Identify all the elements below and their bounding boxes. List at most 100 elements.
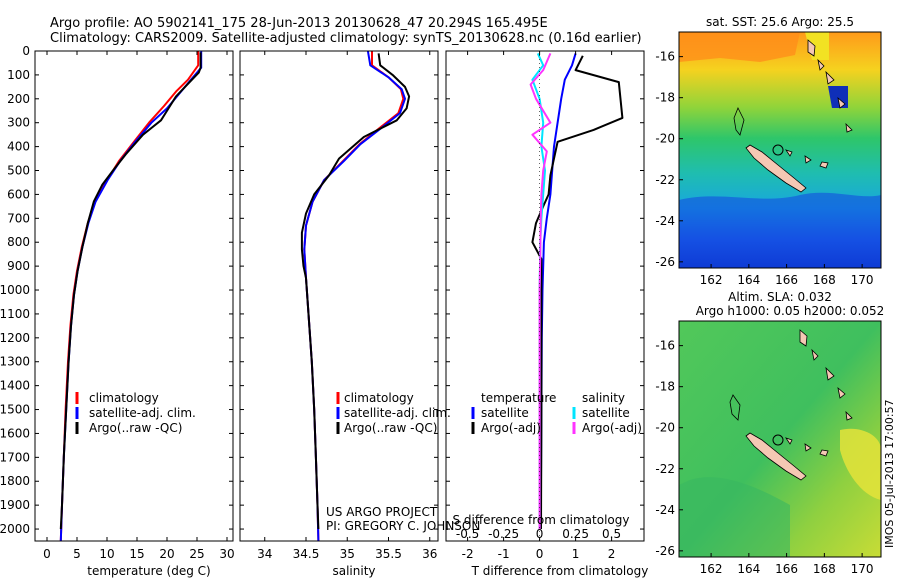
map-y-tick-label: -26 xyxy=(655,255,675,269)
x-tick-label: 15 xyxy=(129,547,144,561)
x-tick-label: -2 xyxy=(462,547,474,561)
map-y-tick-label: -26 xyxy=(655,544,675,558)
plot-frame xyxy=(34,50,234,542)
x2-tick-label: -0.5 xyxy=(456,527,479,541)
new-caledonia-island xyxy=(745,144,807,193)
difference-legend: temperature salinity satellite Argo(-adj… xyxy=(471,391,642,435)
map-y-tick-label: -24 xyxy=(655,214,675,228)
x2-tick-label: -0.25 xyxy=(488,527,519,541)
map-x-tick-label: 166 xyxy=(775,562,798,576)
x-tick-label: 34 xyxy=(257,547,272,561)
series-climatology xyxy=(59,51,200,542)
y-tick-label: 1100 xyxy=(0,307,30,321)
x-tick-label: 30 xyxy=(219,547,234,561)
x-tick-label: 34.5 xyxy=(293,547,320,561)
x-tick-label: 0 xyxy=(536,547,544,561)
y-tick-label: 1800 xyxy=(0,474,30,488)
y-tick-label: 0 xyxy=(22,44,30,58)
legend-header-temperature: temperature xyxy=(481,391,556,405)
map-x-tick-label: 162 xyxy=(700,562,723,576)
map-y-tick-label: -22 xyxy=(655,462,675,476)
sst-cool-patch xyxy=(679,192,881,268)
x-tick-label: 1 xyxy=(572,547,580,561)
series-t-argo-adj- xyxy=(531,55,624,530)
y-tick-label: 1400 xyxy=(0,379,30,393)
sst-coastlines xyxy=(733,39,853,193)
map-y-tick-label: -16 xyxy=(655,339,675,353)
x-tick-label: 5 xyxy=(73,547,81,561)
legend-label-t-argo: Argo(-adj) xyxy=(481,421,541,435)
x-axis-label: temperature (deg C) xyxy=(87,564,210,578)
map-x-tick-label: 170 xyxy=(851,273,874,287)
sla-map-subtitle: Argo h1000: 0.05 h2000: 0.052 xyxy=(696,304,885,318)
x-tick-label: 2 xyxy=(608,547,616,561)
y-tick-label: 1200 xyxy=(0,331,30,345)
imos-timestamp: IMOS 05-Jul-2013 17:00:57 xyxy=(883,399,896,548)
legend-label-climatology: climatology xyxy=(344,391,414,405)
sla-profile-location-marker xyxy=(772,434,784,446)
y-tick-label: 400 xyxy=(7,140,30,154)
y-tick-label: 1600 xyxy=(0,426,30,440)
map-y-tick-label: -24 xyxy=(655,503,675,517)
vanuatu-islands xyxy=(799,329,853,421)
title-line-1: Argo profile: AO 5902141_175 28-Jun-2013… xyxy=(50,16,548,31)
sst-map-frame xyxy=(678,31,882,269)
map-x-tick-label: 164 xyxy=(737,273,760,287)
x-tick-label: 10 xyxy=(99,547,114,561)
sst-warm-patch xyxy=(679,32,800,62)
sla-map-title: Altim. SLA: 0.032 xyxy=(728,290,832,304)
x-tick-label: 35 xyxy=(340,547,355,561)
y-tick-label: 1300 xyxy=(0,355,30,369)
legend-label-s-satellite: satellite xyxy=(582,406,630,420)
x-tick-label: 36 xyxy=(422,547,437,561)
loyalty-islands xyxy=(785,149,829,169)
legend-label-argo: Argo(..raw -QC) xyxy=(344,421,437,435)
sst-map: sat. SST: 25.6 Argo: 25.5 162 164 166 168 17… xyxy=(655,15,882,287)
map-x-tick-label: 162 xyxy=(700,273,723,287)
x-axis-label: T difference from climatology xyxy=(471,564,649,578)
map-x-tick-label: 170 xyxy=(851,562,874,576)
legend-label-argo: Argo(..raw -QC) xyxy=(89,421,182,435)
sla-low-patch xyxy=(679,477,790,557)
sst-map-title: sat. SST: 25.6 Argo: 25.5 xyxy=(706,15,854,29)
y-tick-label: 900 xyxy=(7,259,30,273)
map-x-tick-label: 164 xyxy=(737,562,760,576)
y-tick-label: 700 xyxy=(7,211,30,225)
x-tick-label: 0 xyxy=(43,547,51,561)
map-y-tick-label: -18 xyxy=(655,380,675,394)
y-tick-label: 1700 xyxy=(0,450,30,464)
map-x-tick-label: 168 xyxy=(813,562,836,576)
y-tick-label: 100 xyxy=(7,68,30,82)
map-x-tick-label: 166 xyxy=(775,273,798,287)
credit-pi: PI: GREGORY C. JOHNSON xyxy=(326,519,480,533)
x2-tick-label: 0.25 xyxy=(562,527,589,541)
sst-profile-location-marker xyxy=(772,144,784,156)
x-tick-label: 20 xyxy=(159,547,174,561)
sla-coastlines xyxy=(729,329,853,481)
map-y-tick-label: -18 xyxy=(655,91,675,105)
legend-label-s-argo: Argo(-adj) xyxy=(582,421,642,435)
legend-label-satellite: satellite-adj. clim. xyxy=(89,406,196,420)
series-s-argo-adj- xyxy=(529,53,552,529)
x-tick-label: 25 xyxy=(189,547,204,561)
x-axis-label: salinity xyxy=(332,564,375,578)
legend-header-salinity: salinity xyxy=(582,391,625,405)
map-y-tick-label: -22 xyxy=(655,173,675,187)
y-tick-label: 1900 xyxy=(0,498,30,512)
legend-label-satellite: satellite-adj. clim. xyxy=(344,406,451,420)
sst-axes: 162 164 166 168 170 -16 -18 -20 -22 -24 -26 xyxy=(655,50,873,287)
y-tick-label: 1500 xyxy=(0,403,30,417)
plot-frame xyxy=(239,50,439,542)
sla-map: Altim. SLA: 0.032 Argo h1000: 0.05 h2000… xyxy=(655,290,884,576)
new-caledonia-island xyxy=(745,432,807,481)
legend-label-t-satellite: satellite xyxy=(481,406,529,420)
series-argo-raw-qc- xyxy=(59,52,202,530)
vanuatu-islands xyxy=(807,39,853,133)
x2-tick-label: 0.5 xyxy=(602,527,621,541)
salinity-profile-panel: 34 34.5 35 35.5 36 salinity xyxy=(239,50,439,578)
legend-label-climatology: climatology xyxy=(89,391,159,405)
map-x-tick-label: 168 xyxy=(813,273,836,287)
y-tick-label: 200 xyxy=(7,92,30,106)
difference-profile-panel: -2 -1 0 1 2 -0.5 -0.25 0 0.25 0.5S difference fro… xyxy=(445,50,649,578)
